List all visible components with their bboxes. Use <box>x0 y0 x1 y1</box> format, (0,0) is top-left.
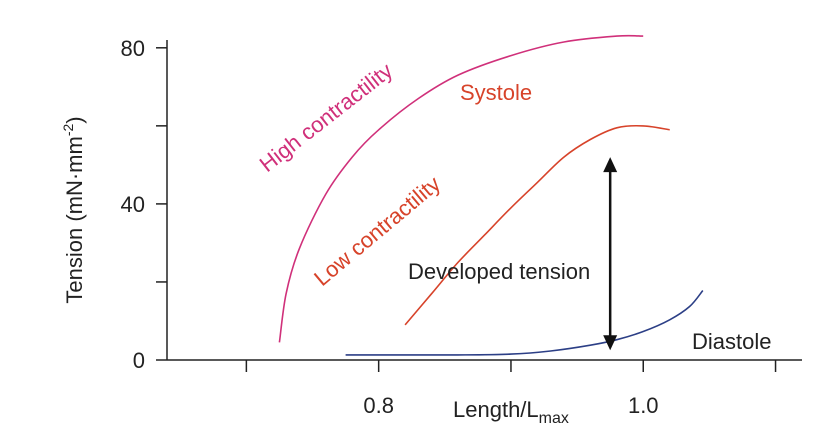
x-axis-title-subscript: max <box>539 410 569 427</box>
arrow-head-up <box>603 157 618 173</box>
y-axis-title: Tension (mN·mm-2) <box>60 116 87 303</box>
y-tick-label: 0 <box>133 348 145 373</box>
series-line-low-contractility <box>404 124 670 326</box>
y-ticks: 0 40 80 <box>121 36 167 373</box>
x-tick-label: 1.0 <box>628 393 659 418</box>
developed-tension-arrow <box>603 157 618 351</box>
annotation-systole: Systole <box>460 80 532 105</box>
annotation-high-contractility: High contractility <box>255 58 398 177</box>
y-axis-title-superscript: -2 <box>60 123 76 136</box>
x-tick-label: 0.8 <box>363 393 394 418</box>
axes: 0 40 80 0.8 1.0 <box>121 36 802 418</box>
y-axis-title-main: Tension (mN·mm <box>62 136 87 303</box>
series-line-diastole <box>345 289 704 356</box>
annotation-developed-tension: Developed tension <box>408 259 590 284</box>
x-axis-title-main: Length/L <box>453 397 539 422</box>
arrow-head-down <box>603 335 618 351</box>
x-axis-title: Length/Lmax <box>453 397 569 427</box>
y-tick-label: 80 <box>121 36 145 61</box>
y-axis-title-end: ) <box>62 116 87 123</box>
y-tick-label: 40 <box>121 192 145 217</box>
series-line-high-contractility <box>278 34 644 343</box>
series-layer <box>278 34 704 356</box>
annotation-diastole: Diastole <box>692 329 771 354</box>
x-ticks: 0.8 1.0 <box>245 360 777 418</box>
